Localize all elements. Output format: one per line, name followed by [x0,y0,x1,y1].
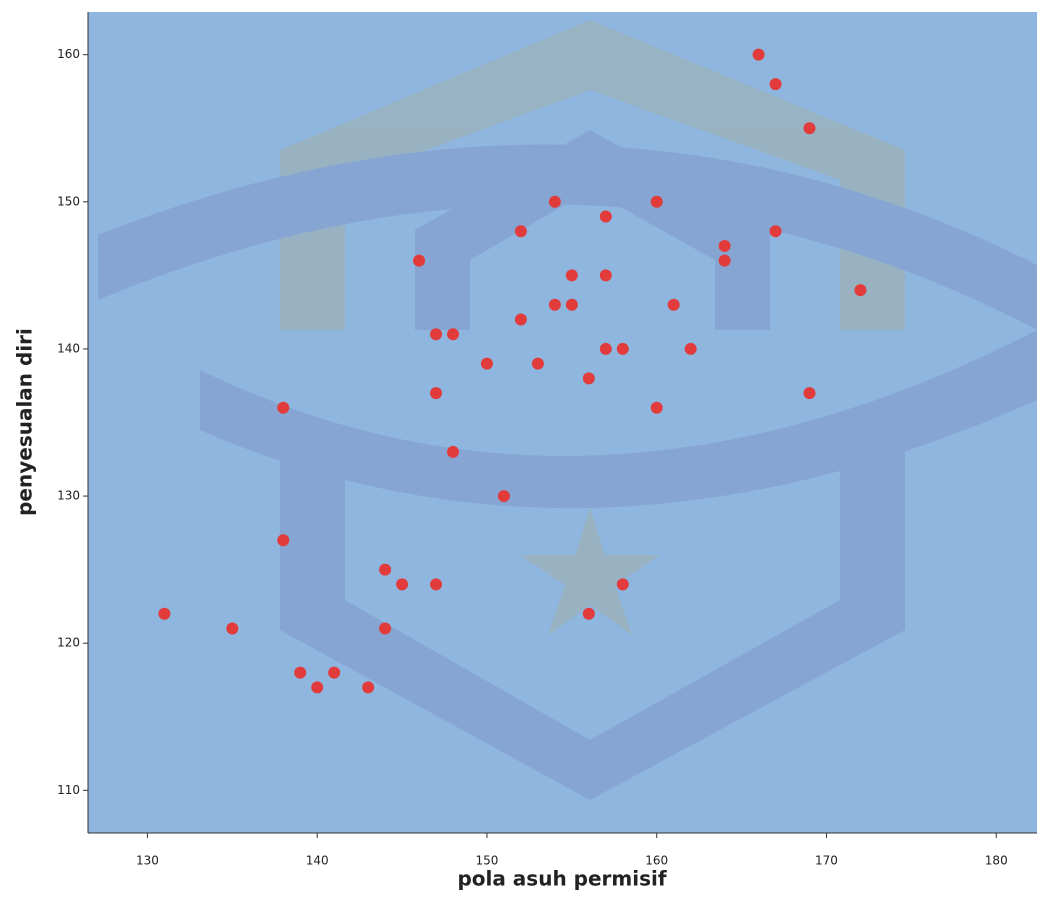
y-tick-label: 140 [57,341,80,355]
x-tick-label: 130 [136,854,159,868]
y-tick-label: 130 [57,489,80,503]
point [430,387,443,400]
y-tick-label: 120 [57,636,80,650]
point [379,563,392,576]
watermark [98,20,1037,800]
point [497,490,510,503]
point [379,622,392,635]
x-tick-label: 170 [815,854,838,868]
x-tick-label: 160 [645,854,668,868]
x-tick-label: 150 [476,854,499,868]
point [684,342,697,355]
point [158,607,171,620]
point [396,578,409,591]
point [854,284,867,297]
point [803,387,816,400]
point [514,225,527,238]
point [718,254,731,267]
point [650,195,663,208]
point [769,225,782,238]
y-tick-label: 150 [57,194,80,208]
y-tick-label: 160 [57,47,80,61]
point [430,578,443,591]
point [277,401,290,414]
point [565,269,578,282]
point [447,445,459,458]
point [565,298,578,311]
point [582,607,595,620]
point [548,298,561,311]
point [752,48,765,61]
point [599,210,612,223]
point [430,328,443,341]
point [362,681,375,694]
point [667,298,680,311]
point [803,122,816,135]
point [413,254,426,267]
point [548,195,561,208]
point [311,681,324,694]
x-tick-label: 140 [306,854,329,868]
point [769,78,782,91]
point [294,666,307,679]
point [447,328,459,341]
point [718,239,731,252]
point [480,357,493,370]
plot-area [88,12,1037,833]
y-axis-title: penyesualan diri [13,328,37,516]
point [616,342,629,355]
point [582,372,595,385]
point [599,342,612,355]
point [599,269,612,282]
point [514,313,527,326]
x-axis-title: pola asuh permisif [457,867,666,891]
x-tick-label: 180 [985,854,1008,868]
point [531,357,544,370]
point [226,622,239,635]
point [328,666,341,679]
point [616,578,629,591]
y-tick-label: 110 [57,783,80,797]
point [277,534,290,547]
point [650,401,663,414]
